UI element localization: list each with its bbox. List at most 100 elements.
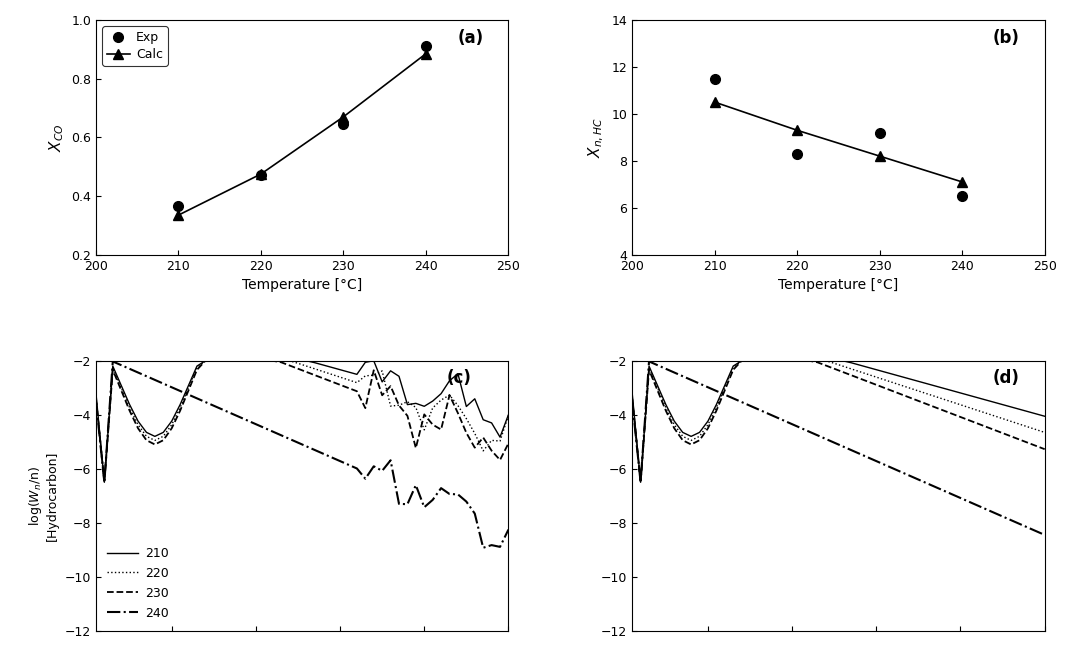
Y-axis label: log($W_n$/n)
[Hydrocarbon]: log($W_n$/n) [Hydrocarbon] — [27, 451, 59, 541]
240 — [828, 439, 841, 447]
210 — [392, 373, 405, 380]
230 — [224, 357, 237, 365]
240 — [494, 543, 506, 551]
210 — [266, 357, 279, 365]
210 — [409, 399, 422, 407]
210 — [684, 432, 697, 440]
240 — [1013, 520, 1025, 528]
210 — [980, 396, 992, 404]
230 — [426, 420, 439, 428]
240 — [684, 376, 697, 384]
Line: 220: 220 — [96, 361, 508, 482]
240 — [997, 513, 1010, 521]
230 — [107, 366, 119, 374]
230 — [693, 436, 706, 444]
210 — [258, 357, 271, 365]
210 — [769, 357, 781, 365]
210 — [997, 400, 1010, 408]
240 — [224, 409, 237, 417]
220 — [634, 478, 647, 486]
220 — [107, 364, 119, 372]
230 — [131, 424, 144, 432]
210 — [418, 402, 431, 410]
220 — [1021, 423, 1034, 431]
240 — [334, 457, 346, 465]
220 — [241, 357, 254, 365]
220 — [232, 357, 245, 365]
240 — [971, 501, 984, 509]
210 — [426, 397, 439, 405]
230 — [258, 357, 271, 365]
220 — [292, 359, 305, 367]
240 — [115, 361, 128, 369]
220 — [351, 378, 364, 386]
240 — [946, 490, 958, 498]
230 — [502, 440, 515, 448]
220 — [308, 365, 321, 373]
210 — [710, 400, 723, 408]
240 — [760, 409, 773, 417]
230 — [904, 394, 917, 402]
210 — [727, 362, 740, 370]
240 — [744, 402, 757, 410]
240 — [157, 380, 169, 388]
220 — [912, 387, 925, 395]
220 — [701, 421, 714, 429]
210 — [693, 428, 706, 436]
210 — [668, 417, 681, 425]
240 — [752, 406, 764, 414]
220 — [878, 376, 891, 384]
210 — [443, 376, 456, 384]
220 — [368, 371, 381, 379]
230 — [777, 357, 790, 365]
240 — [844, 446, 857, 454]
220 — [468, 430, 481, 438]
240 — [165, 383, 178, 391]
210 — [124, 400, 136, 408]
230 — [182, 386, 195, 394]
210 — [811, 357, 824, 365]
210 — [351, 371, 364, 378]
230 — [124, 407, 136, 415]
240 — [368, 462, 381, 470]
210 — [1013, 405, 1025, 413]
230 — [174, 407, 187, 415]
240 — [284, 435, 296, 443]
240 — [258, 424, 271, 432]
230 — [157, 436, 169, 444]
220 — [870, 373, 883, 381]
230 — [895, 390, 908, 398]
240 — [191, 394, 204, 402]
240 — [392, 500, 405, 508]
240 — [308, 446, 321, 454]
210 — [963, 391, 975, 399]
220 — [342, 376, 355, 384]
230 — [710, 407, 723, 415]
240 — [342, 461, 355, 469]
210 — [828, 357, 841, 365]
230 — [643, 366, 656, 374]
220 — [980, 409, 992, 417]
220 — [828, 359, 841, 367]
210 — [836, 357, 849, 365]
220 — [124, 404, 136, 412]
230 — [718, 386, 731, 394]
220 — [98, 478, 111, 486]
210 — [937, 384, 950, 392]
X-axis label: Temperature [°C]: Temperature [°C] — [778, 278, 899, 292]
220 — [786, 357, 798, 365]
210 — [115, 381, 128, 389]
240 — [90, 397, 102, 405]
230 — [376, 391, 389, 399]
210 — [946, 386, 958, 394]
220 — [676, 432, 689, 440]
230 — [676, 436, 689, 444]
220 — [920, 390, 933, 398]
210 — [752, 357, 764, 365]
210 — [131, 417, 144, 425]
230 — [1013, 436, 1025, 444]
230 — [861, 378, 874, 386]
240 — [477, 544, 489, 552]
220 — [727, 364, 740, 372]
210 — [359, 359, 372, 367]
